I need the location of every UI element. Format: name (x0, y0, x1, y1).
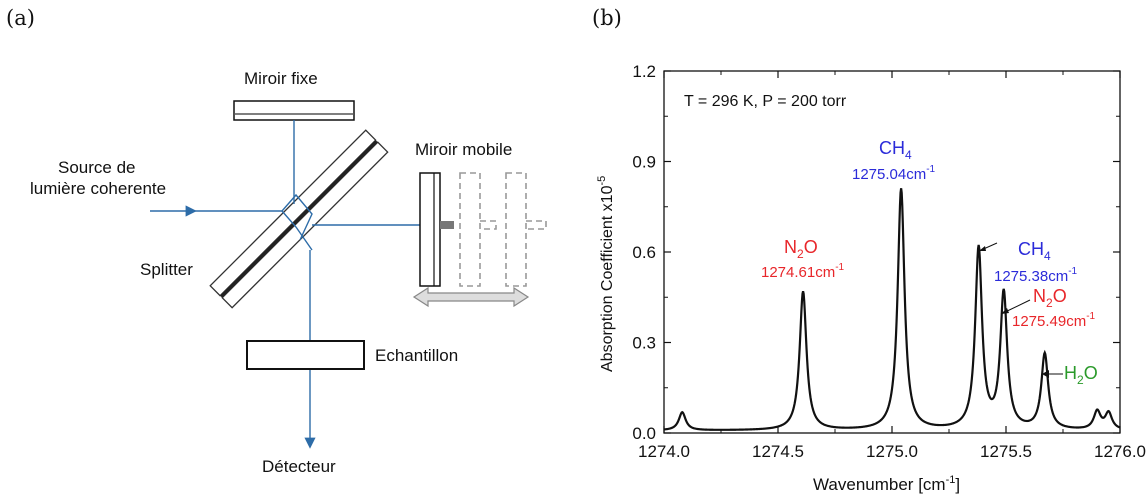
panel-b-label: (b) (592, 6, 622, 30)
fixed-mirror (233, 100, 355, 121)
x-tick-label: 1276.0 (1094, 442, 1146, 461)
mobile-mirror (419, 172, 454, 287)
label-ch4-1275-04: CH4 1275.04cm-1 (852, 138, 936, 183)
svg-text:1275.38cm-1: 1275.38cm-1 (994, 266, 1078, 285)
svg-text:1274.61cm-1: 1274.61cm-1 (761, 262, 845, 281)
motion-arrow (412, 286, 530, 308)
y-tick-label: 0.3 (632, 334, 656, 353)
fixed-mirror-label: Miroir fixe (244, 69, 318, 88)
sample-cell (246, 340, 365, 370)
svg-text:N2O: N2O (784, 237, 818, 261)
y-tick-label: 0.9 (632, 153, 656, 172)
splitter-label: Splitter (140, 260, 193, 279)
mobile-mirror-ghost-1 (459, 172, 497, 287)
conditions-annotation: T = 296 K, P = 200 torr (684, 93, 847, 110)
x-tick-label: 1275.5 (980, 442, 1032, 461)
label-ch4-1275-38: CH4 1275.38cm-1 (978, 239, 1078, 285)
detector-label: Détecteur (262, 457, 336, 476)
y-tick-label: 0.6 (632, 243, 656, 262)
svg-text:CH4: CH4 (879, 138, 912, 162)
mobile-mirror-label: Miroir mobile (415, 140, 512, 159)
axis-ticks (663, 70, 1121, 434)
y-tick-label: 0.0 (632, 424, 656, 443)
x-axis-title: Wavenumber [cm-1] (813, 474, 960, 494)
spectrum-line (663, 188, 1121, 431)
source-label-line1: Source de (58, 158, 136, 177)
y-axis-title: Absorption Coefficient x10-5 (596, 176, 616, 372)
x-tick-label: 1274.5 (752, 442, 804, 461)
x-tick-label: 1275.0 (866, 442, 918, 461)
svg-text:1275.49cm-1: 1275.49cm-1 (1012, 311, 1096, 330)
plot-frame (663, 70, 1121, 434)
light-beams (150, 120, 420, 449)
beam-splitter (209, 129, 389, 309)
panel-a-label: (a) (6, 6, 35, 30)
sample-label: Echantillon (375, 346, 458, 365)
svg-text:H2O: H2O (1064, 363, 1098, 387)
interferometer-diagram: Miroir fixe Splitter Source de lumière c… (30, 69, 547, 476)
x-tick-label: 1274.0 (638, 442, 690, 461)
svg-text:1275.04cm-1: 1275.04cm-1 (852, 164, 936, 183)
label-n2o-1275-49: N2O 1275.49cm-1 (1000, 286, 1096, 330)
mobile-mirror-ghost-2 (505, 172, 547, 287)
source-label-line2: lumière coherente (30, 179, 166, 198)
y-tick-label: 1.2 (632, 62, 656, 81)
label-n2o-1274-61: N2O 1274.61cm-1 (761, 237, 845, 281)
svg-text:N2O: N2O (1033, 286, 1067, 310)
label-h2o: H2O (1042, 363, 1098, 387)
svg-text:CH4: CH4 (1018, 239, 1051, 263)
